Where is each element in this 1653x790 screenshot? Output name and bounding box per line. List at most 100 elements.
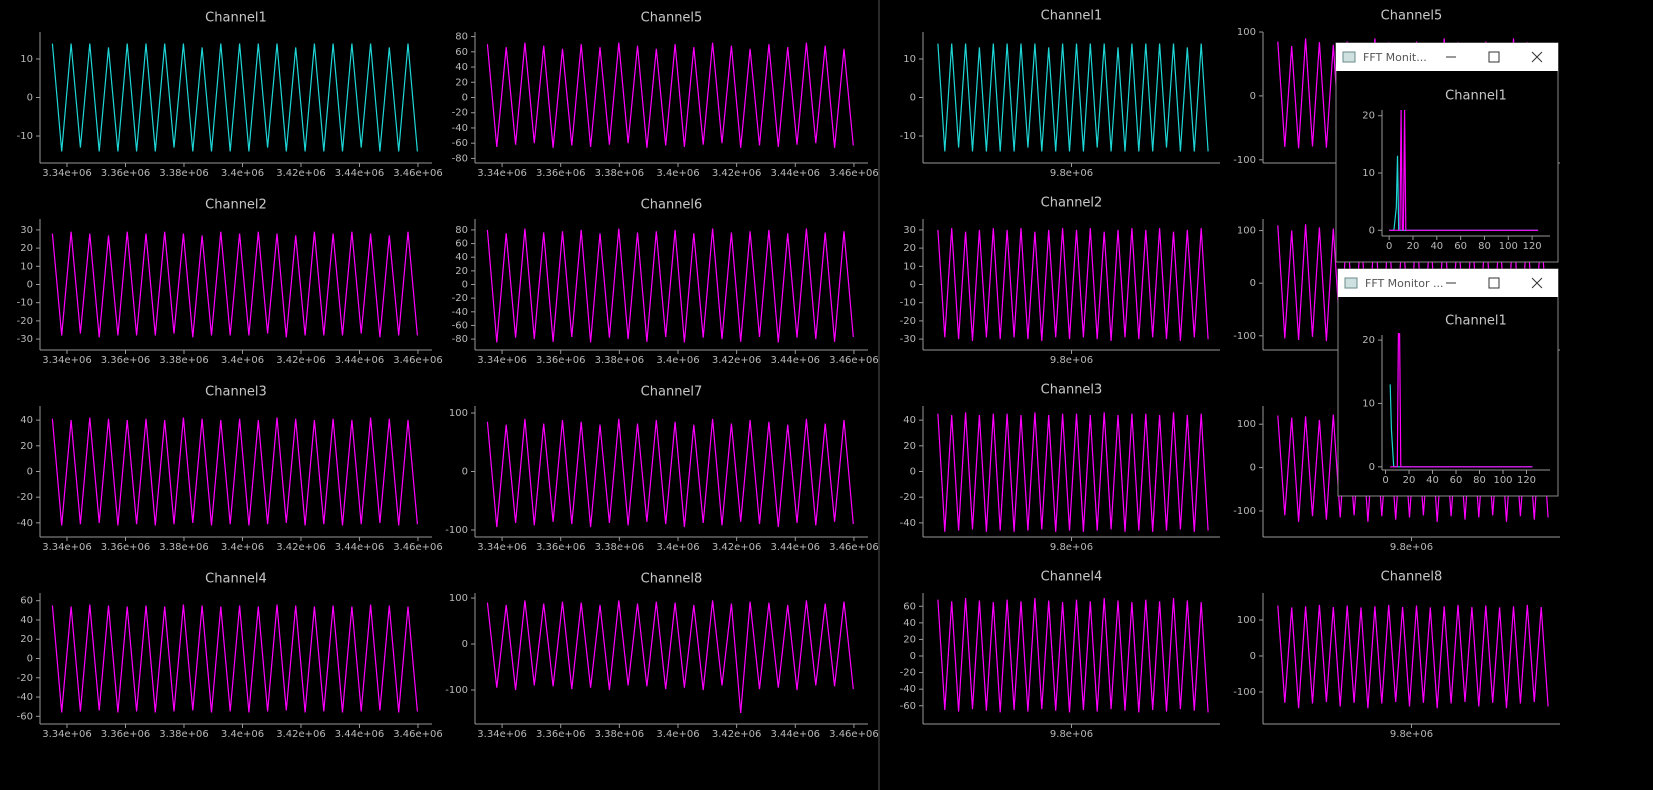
signal-line bbox=[1389, 109, 1539, 231]
signal-line bbox=[486, 228, 854, 343]
y-tick-label: -40 bbox=[452, 307, 468, 318]
plot-title: Channel1 bbox=[205, 11, 267, 26]
y-tick-label: -100 bbox=[1233, 331, 1256, 342]
y-tick-label: 20 bbox=[20, 441, 33, 452]
y-tick-label: 0 bbox=[910, 93, 916, 104]
x-tick-label: 9.8e+06 bbox=[1050, 542, 1093, 553]
close-button[interactable] bbox=[1531, 51, 1543, 63]
plot: Channel5 80 60 40 20 0 -20 -40 -60 -80 3.34e+06 3.3… bbox=[452, 11, 879, 180]
x-tick-label: 3.42e+06 bbox=[276, 355, 326, 366]
x-tick-label: 3.4e+06 bbox=[221, 168, 264, 179]
x-tick-label: 3.38e+06 bbox=[159, 542, 209, 553]
window-frame bbox=[1335, 42, 1559, 263]
x-tick-label: 3.44e+06 bbox=[771, 542, 821, 553]
y-tick-label: -10 bbox=[900, 298, 916, 309]
y-tick-label: -10 bbox=[900, 131, 916, 142]
x-tick-label: 9.8e+06 bbox=[1050, 168, 1093, 179]
y-tick-label: 0 bbox=[1250, 278, 1256, 289]
y-tick-label: 0 bbox=[910, 280, 916, 291]
x-tick-label: 9.8e+06 bbox=[1050, 729, 1093, 740]
x-tick-label: 80 bbox=[1478, 241, 1491, 252]
plot-title: Channel1 bbox=[1445, 314, 1507, 329]
y-tick-label: 10 bbox=[20, 54, 33, 65]
y-tick-label: 0 bbox=[462, 93, 468, 104]
x-tick-label: 100 bbox=[1499, 241, 1518, 252]
close-button[interactable] bbox=[1531, 277, 1543, 289]
y-tick-label: 40 bbox=[903, 618, 916, 629]
x-tick-label: 3.34e+06 bbox=[42, 355, 92, 366]
y-tick-label: 20 bbox=[903, 441, 916, 452]
x-tick-label: 3.42e+06 bbox=[712, 729, 762, 740]
maximize-button[interactable] bbox=[1488, 277, 1500, 289]
y-tick-label: 20 bbox=[903, 634, 916, 645]
y-tick-label: -60 bbox=[900, 701, 916, 712]
x-tick-label: 9.8e+06 bbox=[1390, 729, 1433, 740]
y-tick-label: 0 bbox=[462, 639, 468, 650]
x-tick-label: 3.4e+06 bbox=[656, 729, 699, 740]
x-tick-label: 3.42e+06 bbox=[712, 355, 762, 366]
y-tick-label: 10 bbox=[20, 261, 33, 272]
plot-title: Channel6 bbox=[641, 198, 703, 213]
y-tick-label: -40 bbox=[452, 123, 468, 134]
x-tick-label: 3.42e+06 bbox=[276, 729, 326, 740]
x-tick-label: 3.44e+06 bbox=[771, 168, 821, 179]
x-tick-label: 3.44e+06 bbox=[335, 355, 385, 366]
signal-line bbox=[486, 600, 854, 714]
x-tick-label: 100 bbox=[1493, 475, 1512, 486]
y-tick-label: -20 bbox=[900, 668, 916, 679]
plot-title: Channel7 bbox=[641, 385, 703, 400]
window-frame bbox=[1337, 268, 1559, 497]
x-tick-label: 3.34e+06 bbox=[477, 168, 527, 179]
x-tick-label: 3.4e+06 bbox=[656, 355, 699, 366]
y-tick-label: -80 bbox=[452, 153, 468, 164]
signal-line bbox=[1390, 333, 1533, 468]
x-tick-label: 3.42e+06 bbox=[712, 542, 762, 553]
plot: Channel6 80 60 40 20 0 -20 -40 -60 -80 3.34e+06 3.3… bbox=[452, 198, 879, 367]
y-tick-label: -60 bbox=[17, 711, 33, 722]
y-tick-label: 40 bbox=[455, 62, 468, 73]
x-tick-label: 3.38e+06 bbox=[595, 355, 645, 366]
y-tick-label: 30 bbox=[20, 225, 33, 236]
y-tick-label: -20 bbox=[452, 108, 468, 119]
plot-title: Channel2 bbox=[1041, 196, 1103, 211]
y-tick-label: 40 bbox=[20, 615, 33, 626]
plot-title: Channel8 bbox=[641, 572, 703, 587]
x-tick-label: 3.34e+06 bbox=[477, 542, 527, 553]
y-tick-label: 20 bbox=[1362, 335, 1375, 346]
y-tick-label: 0 bbox=[1250, 463, 1256, 474]
y-tick-label: 20 bbox=[455, 266, 468, 277]
x-tick-label: 3.38e+06 bbox=[595, 168, 645, 179]
y-tick-label: 60 bbox=[20, 596, 33, 607]
y-tick-label: -40 bbox=[900, 518, 916, 529]
plot-title: Channel8 bbox=[1381, 570, 1443, 585]
y-tick-label: -30 bbox=[900, 334, 916, 345]
y-tick-label: 0 bbox=[1369, 225, 1375, 236]
plot-title: Channel1 bbox=[1041, 9, 1103, 24]
y-tick-label: 20 bbox=[20, 634, 33, 645]
y-tick-label: 40 bbox=[20, 415, 33, 426]
x-tick-label: 3.46e+06 bbox=[393, 355, 443, 366]
maximize-button[interactable] bbox=[1488, 51, 1500, 63]
x-tick-label: 60 bbox=[1450, 475, 1463, 486]
signal-line bbox=[486, 418, 854, 528]
x-tick-label: 3.34e+06 bbox=[477, 355, 527, 366]
y-tick-label: 60 bbox=[455, 239, 468, 250]
y-tick-label: 10 bbox=[903, 54, 916, 65]
x-tick-label: 3.38e+06 bbox=[595, 542, 645, 553]
x-tick-label: 3.46e+06 bbox=[393, 729, 443, 740]
x-tick-label: 3.34e+06 bbox=[42, 542, 92, 553]
x-tick-label: 3.4e+06 bbox=[221, 542, 264, 553]
x-tick-label: 3.44e+06 bbox=[335, 168, 385, 179]
y-tick-label: 0 bbox=[27, 654, 33, 665]
y-tick-label: -20 bbox=[17, 492, 33, 503]
y-tick-label: -10 bbox=[17, 298, 33, 309]
app-icon bbox=[1342, 51, 1356, 63]
x-tick-label: 60 bbox=[1454, 241, 1467, 252]
y-tick-label: -40 bbox=[900, 684, 916, 695]
signal-line bbox=[937, 597, 1209, 713]
plot: Channel3 40 20 0 -20 -40 9.8e+06 bbox=[900, 383, 1220, 553]
y-tick-label: -100 bbox=[1233, 687, 1256, 698]
x-tick-label: 0 bbox=[1382, 475, 1388, 486]
signal-line bbox=[1277, 604, 1549, 709]
